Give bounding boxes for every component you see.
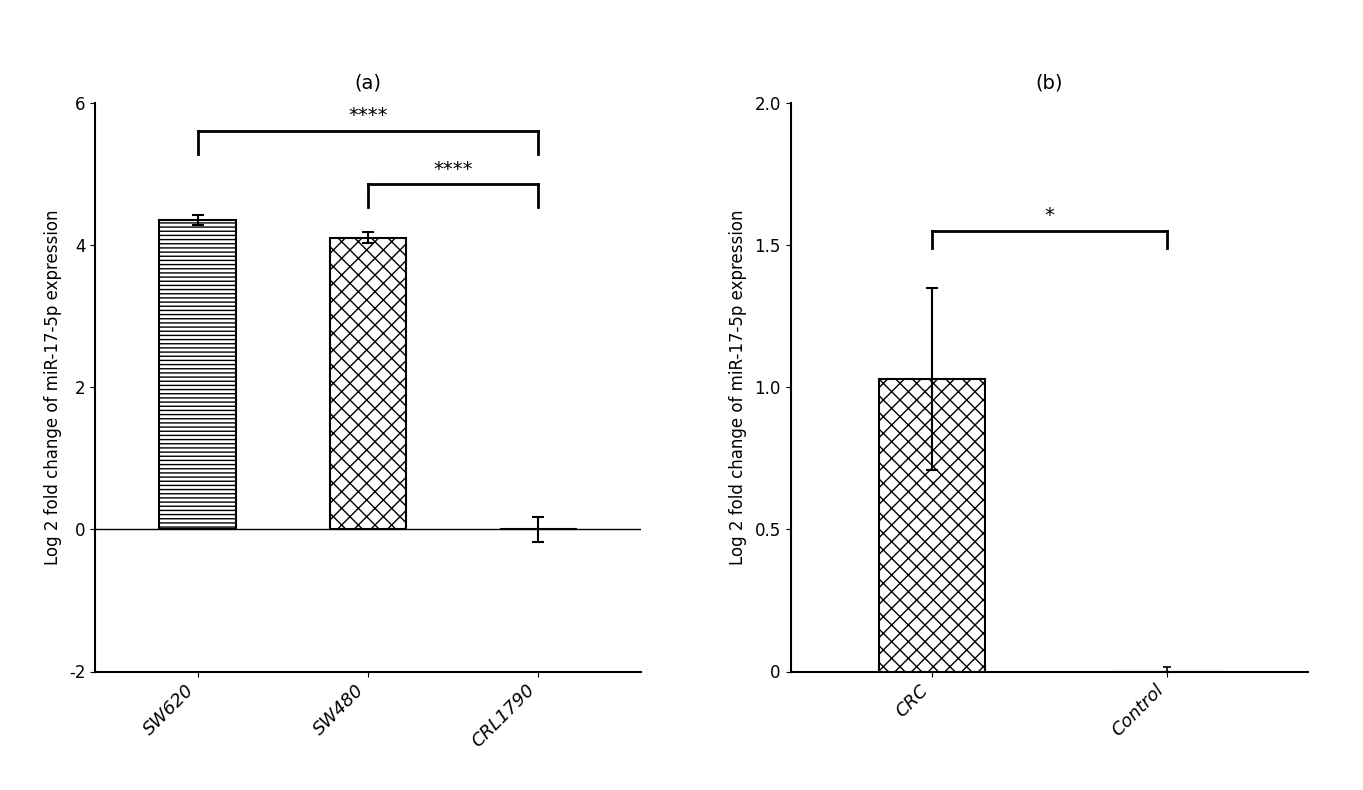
Bar	[159, 220, 236, 529]
Text: *: *	[1044, 206, 1055, 225]
Text: ****: ****	[433, 160, 473, 179]
Title: (a): (a)	[354, 73, 382, 92]
Title: (b): (b)	[1036, 73, 1063, 92]
Y-axis label: Log 2 fold change of miR-17-5p expression: Log 2 fold change of miR-17-5p expressio…	[44, 209, 63, 565]
Y-axis label: Log 2 fold change of miR-17-5p expression: Log 2 fold change of miR-17-5p expressio…	[729, 209, 747, 565]
Bar	[879, 378, 984, 672]
Bar	[330, 238, 406, 529]
Text: ****: ****	[349, 107, 387, 126]
